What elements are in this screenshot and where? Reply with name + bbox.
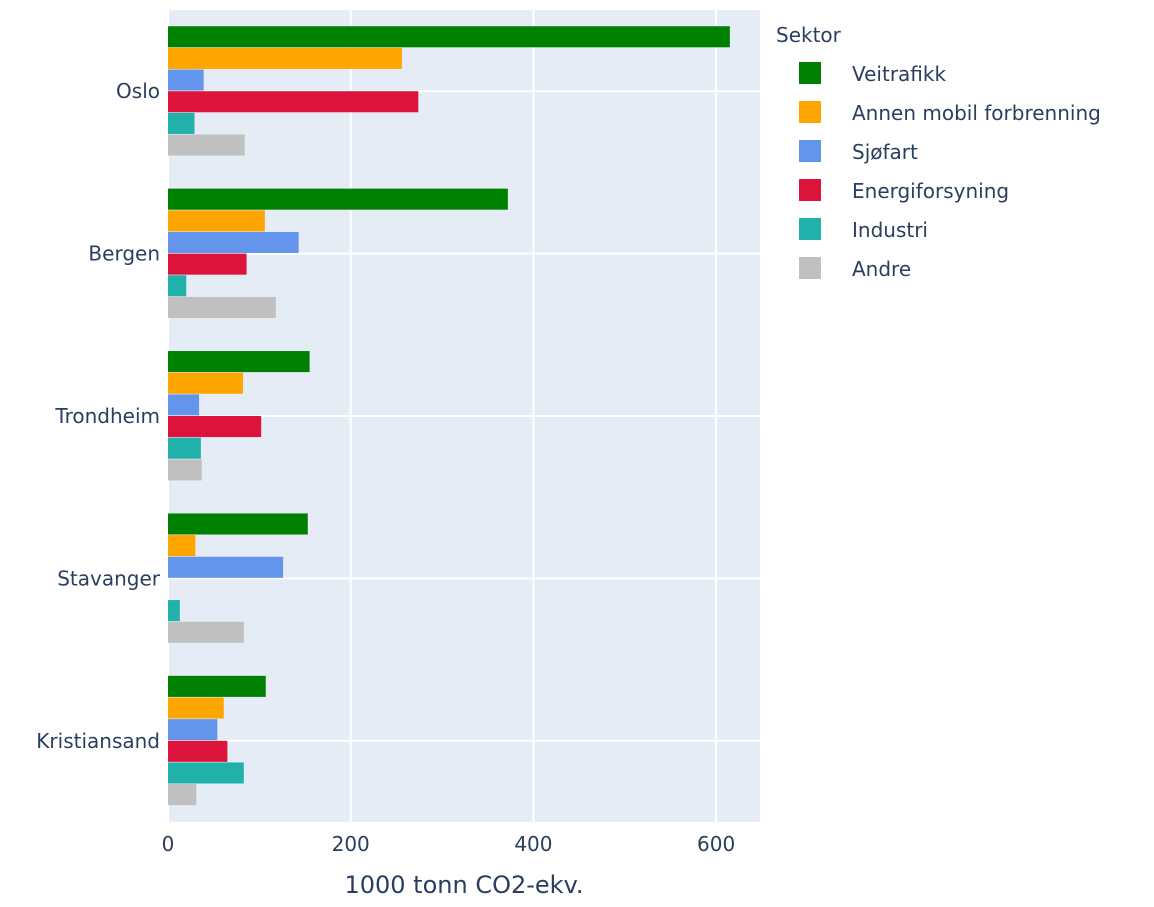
legend-swatch [799, 140, 821, 162]
legend-swatch [799, 62, 821, 84]
bar-kristiansand-2 [168, 697, 224, 719]
bar-oslo-6 [168, 134, 245, 156]
bar-kristiansand-3 [168, 719, 218, 741]
bar-bergen-5 [168, 275, 187, 297]
legend-label: Industri [852, 218, 928, 242]
bar-kristiansand-5 [168, 762, 244, 784]
bar-bergen-3 [168, 231, 299, 253]
bar-kristiansand-1 [168, 675, 266, 697]
bar-bergen-2 [168, 210, 265, 232]
y-tick-label-stavanger: Stavanger [57, 566, 161, 590]
bar-trondheim-3 [168, 394, 200, 416]
bar-stavanger-3 [168, 556, 284, 578]
bar-bergen-4 [168, 253, 247, 275]
bars [168, 26, 730, 806]
bar-trondheim-6 [168, 459, 202, 481]
y-tick-labels: Oslo Bergen Trondheim Stavanger Kristiansand [36, 79, 160, 753]
bar-bergen-1 [168, 188, 508, 210]
x-tick-label: 200 [332, 832, 370, 856]
x-tick-label: 400 [514, 832, 552, 856]
bar-trondheim-5 [168, 437, 201, 459]
bar-stavanger-2 [168, 535, 196, 557]
y-tick-label-oslo: Oslo [116, 79, 160, 103]
y-tick-label-bergen: Bergen [88, 242, 160, 266]
bar-trondheim-2 [168, 372, 243, 394]
y-tick-label-trondheim: Trondheim [54, 404, 160, 428]
legend-items: Veitrafikk Annen mobil forbrenning Sjøfart… [799, 62, 1101, 281]
x-tick-label: 0 [162, 832, 175, 856]
legend-label: Sjøfart [852, 140, 918, 164]
legend-label: Energiforsyning [852, 179, 1009, 203]
bar-oslo-2 [168, 47, 402, 69]
legend-label: Veitrafikk [852, 62, 946, 86]
bar-stavanger-5 [168, 600, 180, 622]
x-tick-label: 600 [697, 832, 735, 856]
legend-swatch [799, 257, 821, 279]
legend-title: Sektor [776, 23, 842, 47]
bar-kristiansand-6 [168, 784, 197, 806]
y-tick-label-kristiansand: Kristiansand [36, 729, 160, 753]
legend-label: Annen mobil forbrenning [852, 101, 1101, 125]
bar-kristiansand-4 [168, 740, 228, 762]
x-tick-labels: 0 200 400 600 [162, 832, 736, 856]
bar-trondheim-4 [168, 416, 262, 438]
legend-swatch [799, 101, 821, 123]
bar-stavanger-1 [168, 513, 308, 535]
x-axis-title: 1000 tonn CO2-ekv. [344, 871, 583, 899]
bar-oslo-1 [168, 26, 730, 48]
bar-oslo-4 [168, 91, 419, 113]
legend-label: Andre [852, 257, 911, 281]
bar-trondheim-1 [168, 351, 310, 373]
bar-stavanger-6 [168, 621, 244, 643]
bar-bergen-6 [168, 296, 276, 318]
bar-oslo-5 [168, 112, 195, 134]
legend: Sektor Veitrafikk Annen mobil forbrenning… [776, 23, 1101, 281]
legend-swatch [799, 179, 821, 201]
bar-oslo-3 [168, 69, 204, 91]
legend-swatch [799, 218, 821, 240]
